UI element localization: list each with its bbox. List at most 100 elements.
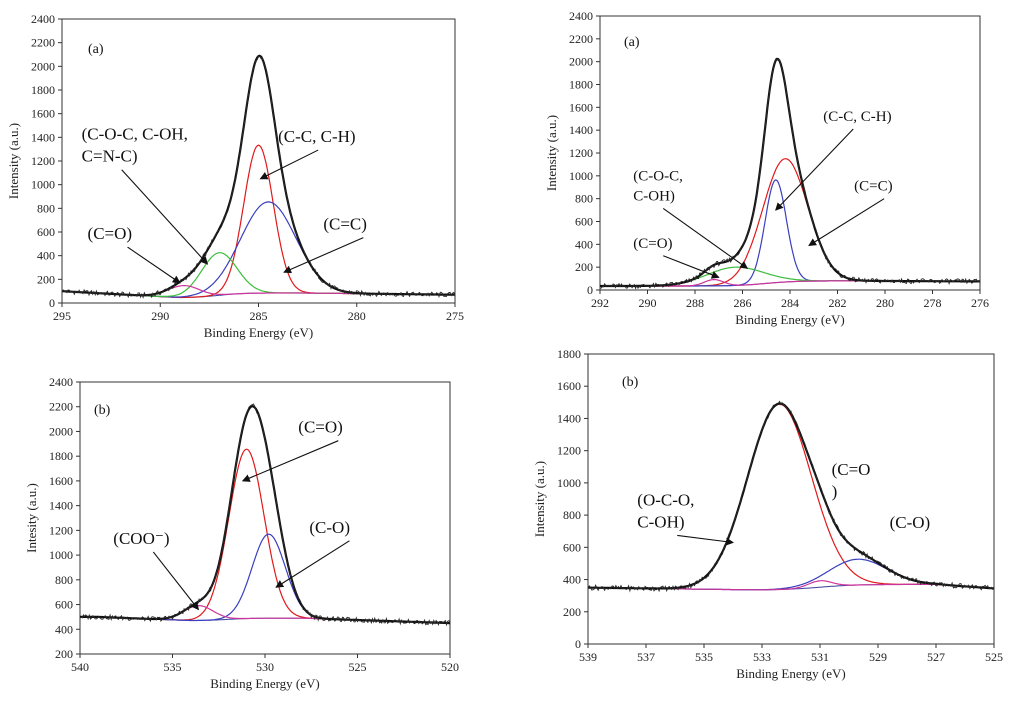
- x-tick-label: 290: [151, 309, 169, 323]
- y-tick-label: 800: [37, 201, 55, 215]
- panel-label: (b): [94, 403, 111, 418]
- annotation-arrow: [808, 198, 885, 247]
- y-tick-label: 1800: [31, 83, 55, 97]
- annotation-label: (C=O): [88, 224, 133, 243]
- annotation-label: (C=C): [323, 215, 367, 234]
- annotation-arrow: [241, 440, 339, 482]
- y-tick-label: 0: [587, 283, 593, 297]
- y-axis-label: Intensity (a.u.): [544, 115, 559, 191]
- annotation-arrow: [775, 128, 854, 211]
- y-tick-label: 1600: [569, 100, 593, 114]
- x-tick-label: 540: [71, 660, 89, 674]
- raw-spectrum-line: [79, 403, 451, 627]
- x-tick-label: 276: [971, 296, 989, 310]
- y-tick-label: 1200: [49, 523, 73, 537]
- y-tick-label: 2200: [31, 36, 55, 50]
- x-axis-label: Binding Energy (eV): [210, 676, 320, 691]
- y-tick-label: 1800: [569, 78, 593, 92]
- x-tick-label: 295: [53, 309, 71, 323]
- y-tick-label: 2000: [569, 55, 593, 69]
- panel-label: (b): [622, 375, 639, 390]
- y-tick-label: 2000: [31, 59, 55, 73]
- y-tick-label: 2400: [49, 375, 73, 389]
- x-tick-label: 520: [441, 660, 459, 674]
- envelope-fit-line: [62, 54, 455, 297]
- x-tick-label: 280: [876, 296, 894, 310]
- annotation-label: (C-O): [309, 518, 350, 537]
- y-tick-label: 1800: [557, 347, 581, 361]
- x-tick-label: 539: [579, 650, 597, 664]
- y-tick-label: 200: [37, 272, 55, 286]
- chart-panel-c1s-right: 0 200 400 600 800 1000 1200 1400 1600 1800 2000 220…: [544, 9, 989, 327]
- y-tick-label: 1200: [557, 444, 581, 458]
- y-tick-label: 400: [37, 249, 55, 263]
- x-tick-label: 280: [348, 309, 366, 323]
- annotation-label: (COO⁻): [113, 529, 169, 548]
- component-peak-0: [62, 144, 455, 299]
- x-tick-label: 275: [446, 309, 464, 323]
- x-tick-label: 292: [591, 296, 609, 310]
- x-tick-label: 533: [753, 650, 771, 664]
- y-tick-label: 2400: [31, 12, 55, 26]
- annotation-label: (C-C, C-H): [278, 127, 355, 146]
- y-tick-label: 600: [575, 215, 593, 229]
- annotation-label: (C=O): [298, 418, 343, 437]
- y-tick-label: 0: [49, 296, 55, 310]
- x-tick-label: 284: [781, 296, 799, 310]
- y-tick-label: 200: [55, 647, 73, 661]
- annotation-label: (C=O: [832, 460, 871, 479]
- x-tick-label: 537: [637, 650, 655, 664]
- y-axis-label: Intensity (a.u.): [532, 461, 547, 537]
- x-axis-label: Binding Energy (eV): [204, 325, 314, 340]
- x-axis-label: Binding Energy (eV): [735, 312, 845, 327]
- y-tick-label: 200: [563, 605, 581, 619]
- y-tick-label: 800: [563, 508, 581, 522]
- annotation-label: C-OH): [633, 188, 675, 204]
- annotation-label: (C-C, C-H): [823, 109, 891, 125]
- panel-label: (a): [88, 42, 104, 57]
- y-axis-label: Intensity (a.u.): [6, 123, 21, 199]
- y-tick-label: 2400: [569, 9, 593, 23]
- annotation-arrow: [127, 246, 181, 284]
- x-tick-label: 535: [695, 650, 713, 664]
- y-tick-label: 1600: [31, 107, 55, 121]
- annotation-label: C=N-C): [82, 147, 138, 166]
- y-tick-label: 1200: [31, 154, 55, 168]
- y-tick-label: 2200: [49, 400, 73, 414]
- x-tick-label: 290: [639, 296, 657, 310]
- x-tick-label: 286: [734, 296, 752, 310]
- x-tick-label: 288: [686, 296, 704, 310]
- chart-panel-o1s-left: 200 400 600 800 1000 1200 1400 1600 1800 2000 2200…: [24, 375, 459, 691]
- y-tick-label: 2000: [49, 424, 73, 438]
- chart-panel-o1s-right: 0 200 400 600 800 1000 1200 1400 1600 1800 539 537 5…: [532, 347, 1003, 681]
- y-tick-label: 1000: [569, 169, 593, 183]
- envelope-fit-line: [588, 402, 995, 590]
- y-tick-label: 400: [575, 237, 593, 251]
- x-tick-label: 278: [924, 296, 942, 310]
- y-axis-label: Intesity (a.u.): [24, 483, 39, 553]
- x-tick-label: 525: [985, 650, 1003, 664]
- plot-area: [587, 353, 995, 645]
- component-peak-2: [62, 252, 455, 297]
- component-peak-2: [600, 266, 980, 287]
- y-tick-label: 600: [55, 598, 73, 612]
- annotation-arrow: [283, 237, 364, 274]
- annotation-label: (C-O): [890, 513, 931, 532]
- y-tick-label: 1000: [31, 178, 55, 192]
- y-tick-label: 1400: [31, 130, 55, 144]
- chart-panel-c1s-left: 0 200 400 600 800 1000 1200 1400 1600 1800 2000 220…: [6, 12, 464, 340]
- y-tick-label: 400: [563, 573, 581, 587]
- y-tick-label: 1600: [49, 474, 73, 488]
- raw-spectrum-line: [599, 58, 981, 290]
- x-tick-label: 529: [869, 650, 887, 664]
- x-tick-label: 285: [250, 309, 268, 323]
- x-tick-label: 282: [829, 296, 847, 310]
- y-tick-label: 1200: [569, 146, 593, 160]
- component-peak-1: [588, 558, 995, 591]
- annotation-label: (C=C): [854, 179, 892, 195]
- panel-label: (a): [624, 35, 640, 50]
- annotation-label: (C-O-C,: [633, 168, 683, 184]
- x-tick-label: 525: [349, 660, 367, 674]
- x-tick-label: 527: [927, 650, 945, 664]
- y-tick-label: 800: [575, 192, 593, 206]
